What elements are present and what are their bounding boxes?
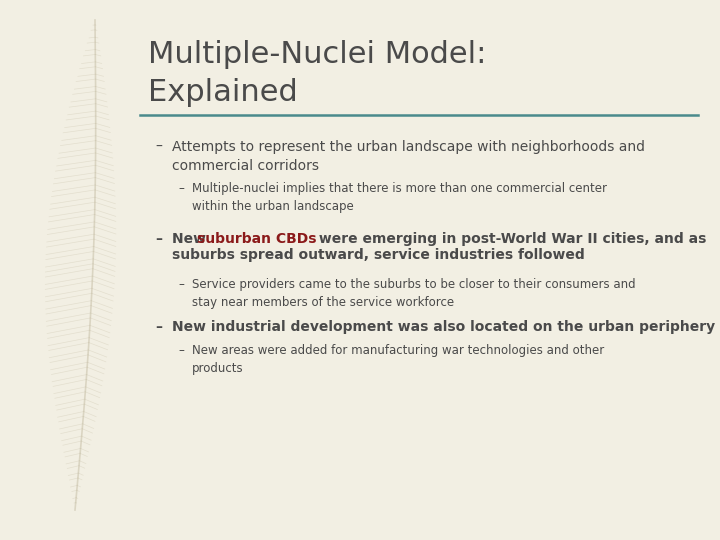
Text: –: – (155, 232, 162, 246)
Text: –: – (178, 182, 184, 195)
Text: –: – (178, 278, 184, 291)
Text: –: – (155, 140, 162, 154)
Text: Multiple-nuclei implies that there is more than one commercial center
within the: Multiple-nuclei implies that there is mo… (192, 182, 607, 213)
Text: New: New (172, 232, 211, 246)
Text: –: – (155, 320, 162, 334)
Text: –: – (178, 344, 184, 357)
Text: were emerging in post-World War II cities, and as: were emerging in post-World War II citie… (314, 232, 706, 246)
Text: Attempts to represent the urban landscape with neighborhoods and
commercial corr: Attempts to represent the urban landscap… (172, 140, 645, 173)
Text: New areas were added for manufacturing war technologies and other
products: New areas were added for manufacturing w… (192, 344, 604, 375)
Text: suburban CBDs: suburban CBDs (197, 232, 317, 246)
Text: suburbs spread outward, service industries followed: suburbs spread outward, service industri… (172, 248, 585, 262)
Text: New industrial development was also located on the urban periphery: New industrial development was also loca… (172, 320, 715, 334)
Text: Service providers came to the suburbs to be closer to their consumers and
stay n: Service providers came to the suburbs to… (192, 278, 636, 309)
Text: Explained: Explained (148, 78, 298, 107)
Text: Multiple-Nuclei Model:: Multiple-Nuclei Model: (148, 40, 487, 69)
